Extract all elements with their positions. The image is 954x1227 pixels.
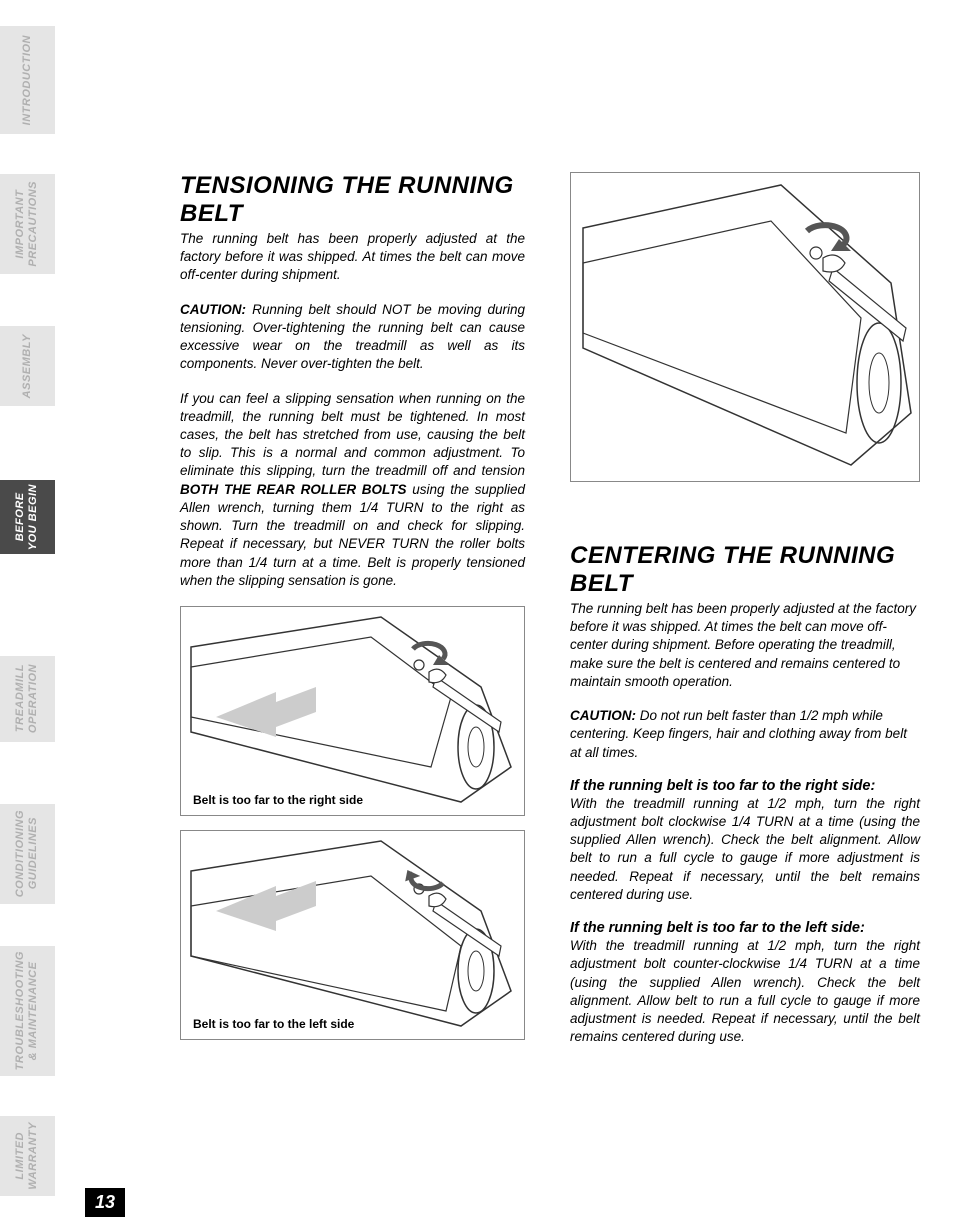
- tensioning-caution: CAUTION: Running belt should NOT be movi…: [180, 301, 525, 374]
- left-side-text: With the treadmill running at 1/2 mph, t…: [570, 937, 920, 1046]
- tab-before-you-begin[interactable]: BEFORE YOU BEGIN: [0, 480, 55, 554]
- belt-right-illustration: [181, 607, 526, 817]
- centering-illustration: [571, 173, 921, 483]
- tab-warranty[interactable]: LIMITED WARRANTY: [0, 1116, 55, 1196]
- tab-conditioning[interactable]: CONDITIONING GUIDELINES: [0, 804, 55, 904]
- heading-tensioning: TENSIONING THE RUNNING BELT: [180, 172, 525, 228]
- sidebar-tabs: INTRODUCTION IMPORTANT PRECAUTIONS ASSEM…: [0, 0, 70, 1227]
- para3a: If you can feel a slipping sensation whe…: [180, 391, 525, 479]
- subhead-left-side: If the running belt is too far to the le…: [570, 920, 920, 936]
- diagram1-caption: Belt is too far to the right side: [193, 793, 363, 807]
- diagram-centering: [570, 172, 920, 482]
- tab-troubleshooting[interactable]: TROUBLESHOOTING & MAINTENANCE: [0, 946, 55, 1076]
- right-column: CENTERING THE RUNNING BELT The running b…: [570, 172, 920, 1062]
- diagram-belt-right: Belt is too far to the right side: [180, 606, 525, 816]
- tab-precautions[interactable]: IMPORTANT PRECAUTIONS: [0, 174, 55, 274]
- caution-label: CAUTION:: [180, 302, 246, 317]
- para3-bold: BOTH THE REAR ROLLER BOLTS: [180, 482, 407, 497]
- tab-label: LIMITED WARRANTY: [14, 1122, 40, 1190]
- tab-label: BEFORE YOU BEGIN: [14, 484, 40, 550]
- tab-treadmill-operation[interactable]: TREADMILL OPERATION: [0, 656, 55, 742]
- heading-centering: CENTERING THE RUNNING BELT: [570, 542, 920, 598]
- tab-label: IMPORTANT PRECAUTIONS: [14, 181, 40, 267]
- para3b: using the supplied Allen wrench, turning…: [180, 482, 525, 588]
- diagram2-caption: Belt is too far to the left side: [193, 1017, 354, 1031]
- belt-left-illustration: [181, 831, 526, 1041]
- centering-caution: CAUTION: Do not run belt faster than 1/2…: [570, 707, 920, 762]
- left-column: TENSIONING THE RUNNING BELT The running …: [180, 172, 525, 1054]
- diagram-belt-left: Belt is too far to the left side: [180, 830, 525, 1040]
- right-side-text: With the treadmill running at 1/2 mph, t…: [570, 795, 920, 904]
- tab-label: ASSEMBLY: [21, 334, 34, 398]
- tab-introduction[interactable]: INTRODUCTION: [0, 26, 55, 134]
- tab-label: CONDITIONING GUIDELINES: [14, 810, 40, 897]
- tab-label: TREADMILL OPERATION: [14, 664, 40, 733]
- tab-assembly[interactable]: ASSEMBLY: [0, 326, 55, 406]
- caution-label: CAUTION:: [570, 708, 636, 723]
- page-number: 13: [85, 1188, 125, 1217]
- centering-intro: The running belt has been properly adjus…: [570, 600, 920, 691]
- tab-label: INTRODUCTION: [21, 35, 34, 125]
- tensioning-intro: The running belt has been properly adjus…: [180, 230, 525, 285]
- tensioning-instructions: If you can feel a slipping sensation whe…: [180, 390, 525, 590]
- subhead-right-side: If the running belt is too far to the ri…: [570, 778, 920, 794]
- tab-label: TROUBLESHOOTING & MAINTENANCE: [14, 951, 40, 1070]
